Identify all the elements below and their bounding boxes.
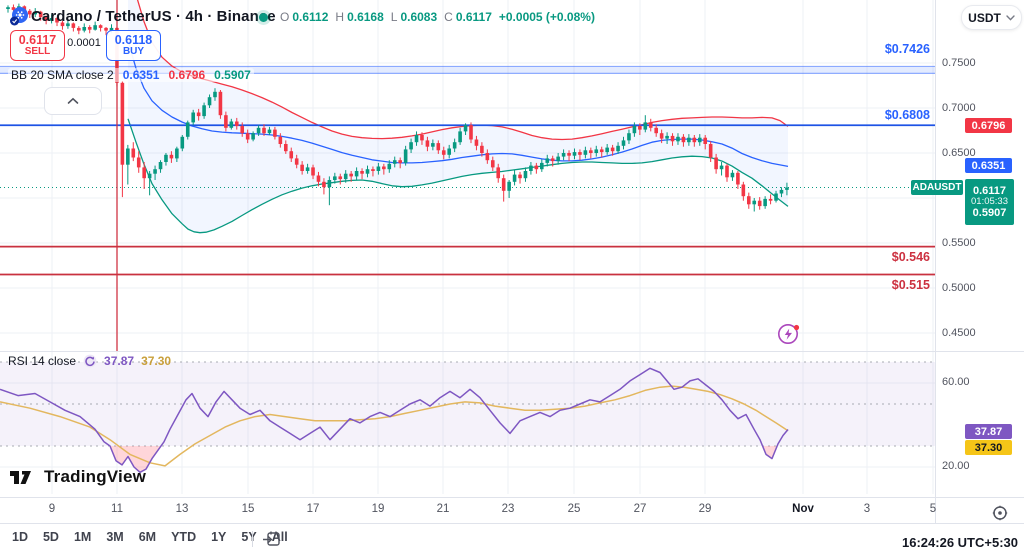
last-price-axis-badge: 0.6117 01:05:33 0.5907 [965,179,1014,225]
bb-mid-value: 0.6351 [122,68,160,82]
chevron-up-icon [67,97,79,104]
lightning-icon [778,324,800,344]
calendar-arrow-icon [263,531,280,546]
chevron-down-icon [1006,14,1015,21]
spread-value: 0.0001 [67,37,101,49]
resistance-price-label[interactable]: $0.6808 [884,108,930,122]
support1-price-label[interactable]: $0.546 [891,250,930,264]
range-button-3m[interactable]: 3M [106,530,124,544]
tradingview-logo-icon [10,471,31,484]
time-axis-label: Nov [792,503,814,515]
toolbar-border [0,523,1024,524]
axis-settings-button[interactable] [991,504,1009,522]
watermark-text: TradingView [44,467,147,486]
symbol-axis-tag: ADAUSDT [911,180,963,195]
currency-selector[interactable]: USDT [961,5,1022,30]
price-axis-label: 0.5000 [942,281,976,294]
rsi-ma-axis-badge: 37.30 [965,440,1012,455]
range-button-ytd[interactable]: YTD [171,530,197,544]
time-axis-label: 5 [929,503,937,515]
high-value: 0.6168 [347,10,384,24]
tradingview-watermark[interactable]: TradingView [10,467,146,487]
time-axis-label: 19 [371,503,385,515]
cardano-logo-icon [9,7,29,27]
time-axis-border [0,497,1024,498]
time-axis-label: 13 [175,503,189,515]
time-axis-label: 17 [306,503,320,515]
range-button-1y[interactable]: 1Y [211,530,227,544]
price-axis-label: 0.4500 [942,326,976,339]
bb-upper-axis-badge: 0.6796 [965,118,1012,133]
range-button-1d[interactable]: 1D [12,530,28,544]
time-axis-label: 25 [567,503,581,515]
time-axis-label: 9 [48,503,56,515]
close-value: 0.6117 [455,10,492,24]
price-axis-border[interactable] [935,0,936,523]
rsi-ma-value: 37.30 [141,354,172,368]
change-value: +0.0005 (+0.08%) [498,10,595,24]
time-axis-label: 21 [436,503,450,515]
clock[interactable]: 16:24:26 UTC+5:30 [902,535,1018,550]
buy-label: BUY [122,45,145,57]
gear-icon [992,505,1008,521]
rsi-axis-badge: 37.87 [965,424,1012,439]
buy-button[interactable]: 0.6118 BUY [106,30,161,61]
range-button-5d[interactable]: 5D [42,530,59,544]
price-axis-label: 0.7000 [942,101,976,114]
toolbar-divider [252,531,253,547]
high-label: H [335,10,345,24]
support2-price-label[interactable]: $0.515 [891,278,930,292]
pane-separator[interactable] [0,351,1024,352]
time-axis-label: 11 [111,503,123,515]
go-to-date-button[interactable] [262,530,282,548]
bb-lower-value: 0.5907 [214,68,251,82]
sell-price: 0.6117 [18,32,57,47]
rsi-indicator-title: RSI 14 close [8,354,77,368]
range-toolbar: 1D 5D 1M 3M 6M YTD 1Y 5Y All [12,530,288,544]
bb-mid-axis-badge: 0.6351 [965,158,1012,173]
bb-upper-value: 0.6796 [168,68,206,82]
bb-indicator-title: BB 20 SMA close 2 [11,68,114,82]
price-axis-label: 0.7500 [942,56,976,69]
low-value: 0.6083 [400,10,438,24]
ohlc-row: O 0.6112 H 0.6168 L 0.6083 C 0.6117 +0.0005 … [280,10,595,24]
flash-boost-button[interactable] [775,320,803,348]
low-label: L [390,10,398,24]
last-price-value: 0.6117 [972,184,1007,197]
bar-countdown: 01:05:33 [971,195,1008,207]
refresh-icon[interactable] [83,354,97,368]
rsi-axis-label-60: 60.00 [942,376,970,388]
time-axis-label: 15 [241,503,255,515]
currency-label: USDT [968,10,1001,25]
time-axis-label: 3 [863,503,871,515]
rsi-axis-label-20: 20.00 [942,460,970,472]
rsi-value: 37.87 [104,354,135,368]
buy-price: 0.6118 [114,32,153,47]
price-axis-label: 0.6500 [942,146,976,159]
open-value: 0.6112 [292,10,329,24]
range-button-5y[interactable]: 5Y [241,530,257,544]
time-axis-label: 29 [698,503,712,515]
sell-label: SELL [24,45,51,57]
symbol-title[interactable]: Cardano / TetherUS · 4h · Binance [31,8,276,25]
price-axis-label: 0.5500 [942,236,976,249]
open-label: O [280,10,290,24]
bb-indicator-row[interactable]: BB 20 SMA close 2 0.6351 0.6796 0.5907 [8,68,254,82]
zone-price-label[interactable]: $0.7426 [884,42,930,56]
rsi-indicator-row[interactable]: RSI 14 close 37.87 37.30 [8,354,171,368]
time-axis-label: 27 [633,503,647,515]
range-button-6m[interactable]: 6M [138,530,157,544]
close-label: C [444,10,453,24]
bb-lower-axis-value: 0.5907 [972,207,1007,220]
collapse-pane-button[interactable] [44,87,102,115]
range-button-1m[interactable]: 1M [73,530,92,544]
sell-button[interactable]: 0.6117 SELL [10,30,65,61]
market-open-dot [259,13,268,22]
time-axis-label: 23 [501,503,515,515]
